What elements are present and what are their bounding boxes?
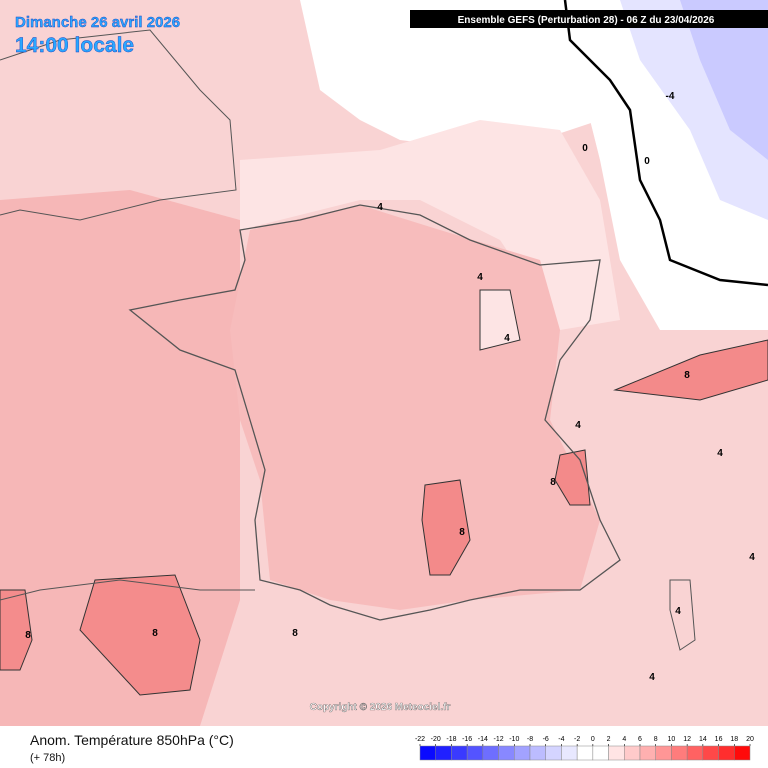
- copyright: Copyright © 2026 Meteociel.fr: [310, 702, 451, 713]
- colorbar-tick-label: 0: [591, 736, 595, 743]
- contour-label: 4: [675, 606, 681, 617]
- colorbar-tick-label: 8: [654, 736, 658, 743]
- anomaly-field: [421, 479, 471, 576]
- colorbar-cell: [498, 745, 515, 761]
- footer-title: Anom. Température 850hPa (°C): [30, 732, 234, 748]
- colorbar-tick-label: -14: [478, 736, 488, 743]
- isoline: [563, 0, 768, 287]
- contour-label: 0: [644, 156, 650, 167]
- contour-label: 8: [684, 370, 690, 381]
- anomaly-field: [0, 589, 33, 671]
- colorbar-cell: [561, 745, 578, 761]
- colorbar-cell: [734, 745, 751, 761]
- contour-label: 8: [550, 477, 556, 488]
- contour-label: 4: [377, 202, 383, 213]
- colorbar-cell: [466, 745, 484, 761]
- colorbar-tick-label: -22: [415, 736, 425, 743]
- colorbar-tick-label: 14: [699, 736, 707, 743]
- contour-label: 4: [575, 420, 581, 431]
- colorbar-tick-label: -4: [558, 736, 564, 743]
- contour-label: -4: [666, 91, 675, 102]
- anomaly-field: [613, 339, 768, 401]
- colorbar-cell: [514, 745, 531, 761]
- contour-label: 4: [477, 272, 483, 283]
- colorbar-tick-label: 4: [622, 736, 626, 743]
- colorbar-cell: [671, 745, 688, 761]
- time-label: 14:00 locale: [15, 34, 134, 57]
- colorbar-cell: [435, 745, 452, 761]
- anomaly-field: [79, 574, 201, 696]
- run-banner: [410, 10, 768, 28]
- colorbar-cell: [576, 745, 594, 761]
- colorbar-tick-label: -20: [431, 736, 441, 743]
- colorbar-cell: [608, 745, 625, 761]
- contour-label: 8: [459, 527, 465, 538]
- colorbar-cell: [639, 745, 656, 761]
- contour-label: 8: [152, 628, 158, 639]
- colorbar-tick-label: 10: [668, 736, 676, 743]
- coastline: [669, 579, 696, 651]
- contour-label: 8: [292, 628, 298, 639]
- colorbar-cell: [482, 745, 499, 761]
- colorbar-tick-label: -8: [527, 736, 533, 743]
- footer-lead: (+ 78h): [30, 752, 65, 764]
- contour-label: 0: [582, 143, 588, 154]
- colorbar-tick-label: -6: [543, 736, 549, 743]
- anomaly-field: [680, 0, 768, 160]
- colorbar-cell: [451, 745, 468, 761]
- colorbar-tick-label: -16: [462, 736, 472, 743]
- colorbar-cell: [592, 745, 609, 761]
- colorbar-tick-label: 16: [715, 736, 723, 743]
- colorbar-tick-label: -2: [574, 736, 580, 743]
- anomaly-field: [479, 289, 521, 351]
- colorbar-cell: [419, 745, 436, 761]
- contour-label: 4: [749, 552, 755, 563]
- coastline: [0, 579, 255, 601]
- anomaly-field: [300, 0, 600, 150]
- run-info: Ensemble GEFS (Perturbation 28) - 06 Z d…: [458, 15, 715, 26]
- colorbar-cell: [529, 745, 546, 761]
- contour-label: 4: [504, 333, 510, 344]
- contour-label: 4: [649, 672, 655, 683]
- contour-label: 8: [25, 630, 31, 641]
- colorbar-cell: [545, 745, 562, 761]
- colorbar-cell: [655, 745, 672, 761]
- contour-label: 4: [717, 448, 723, 459]
- colorbar-tick-label: 12: [683, 736, 691, 743]
- colorbar-cell: [702, 745, 719, 761]
- colorbar-cell: [718, 745, 735, 761]
- date-label: Dimanche 26 avril 2026: [15, 14, 180, 31]
- colorbar-tick-label: -10: [509, 736, 519, 743]
- colorbar-tick-label: 20: [746, 736, 754, 743]
- colorbar-tick-label: -18: [446, 736, 456, 743]
- coastline: [0, 29, 237, 221]
- colorbar-tick-label: 18: [730, 736, 738, 743]
- colorbar-cell: [624, 745, 641, 761]
- colorbar-tick-label: 2: [607, 736, 611, 743]
- coastline: [128, 204, 621, 621]
- colorbar-cell: [686, 745, 704, 761]
- colorbar-tick-label: -12: [494, 736, 504, 743]
- colorbar-tick-label: 6: [638, 736, 642, 743]
